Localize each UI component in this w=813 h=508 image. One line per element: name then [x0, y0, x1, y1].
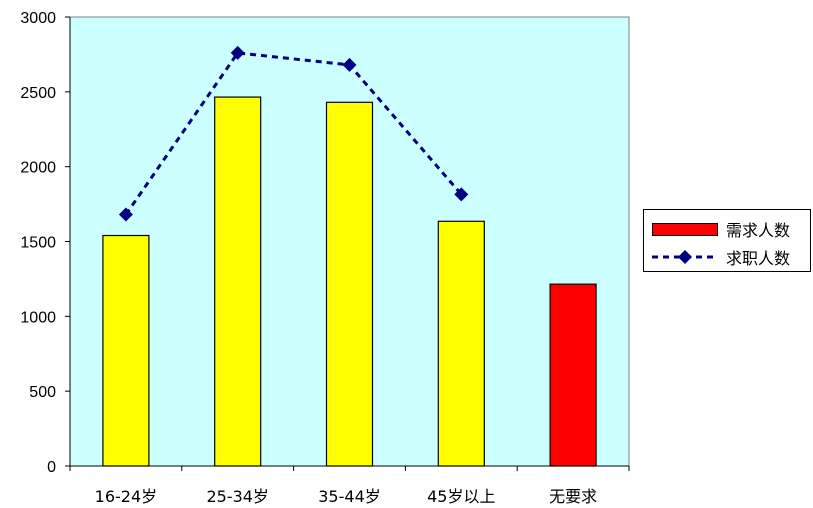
legend: 需求人数 求职人数: [643, 209, 811, 272]
x-tick-label: 16-24岁: [95, 487, 158, 506]
x-tick-label: 25-34岁: [206, 487, 269, 506]
legend-item-demand: 需求人数: [652, 219, 791, 240]
y-tick-label: 0: [47, 459, 56, 476]
y-tick-label: 3000: [20, 10, 56, 27]
legend-swatch-line: [652, 250, 718, 264]
bars: [102, 96, 597, 467]
y-tick-label: 2500: [20, 85, 56, 102]
line-point: [342, 57, 357, 72]
x-tick-label: 35-44岁: [318, 487, 381, 506]
x-tick-label: 45岁以上: [427, 487, 495, 506]
bar: [325, 101, 374, 467]
legend-label-applicants: 求职人数: [726, 249, 791, 268]
y-tick-label: 1000: [20, 309, 56, 326]
y-tick-label: 500: [29, 384, 56, 401]
line-point: [118, 207, 133, 222]
line-point: [230, 45, 245, 60]
y-axis-ticks: 0 500 1000 1500 2000 2500 3000: [20, 10, 71, 476]
y-tick-label: 2000: [20, 160, 56, 177]
legend-swatch-bar: [652, 222, 718, 236]
bar: [549, 283, 597, 467]
y-tick-label: 1500: [20, 235, 56, 252]
legend-item-applicants: 求职人数: [652, 247, 791, 268]
legend-label-demand: 需求人数: [726, 221, 791, 240]
x-axis-ticks: 16-24岁 25-34岁 35-44岁 45岁以上 无要求: [69, 465, 630, 506]
bar: [437, 220, 485, 467]
x-tick-label: 无要求: [549, 487, 597, 506]
line-point: [454, 187, 469, 202]
bar: [102, 234, 150, 467]
line-series: [118, 45, 469, 222]
bar: [214, 96, 262, 467]
